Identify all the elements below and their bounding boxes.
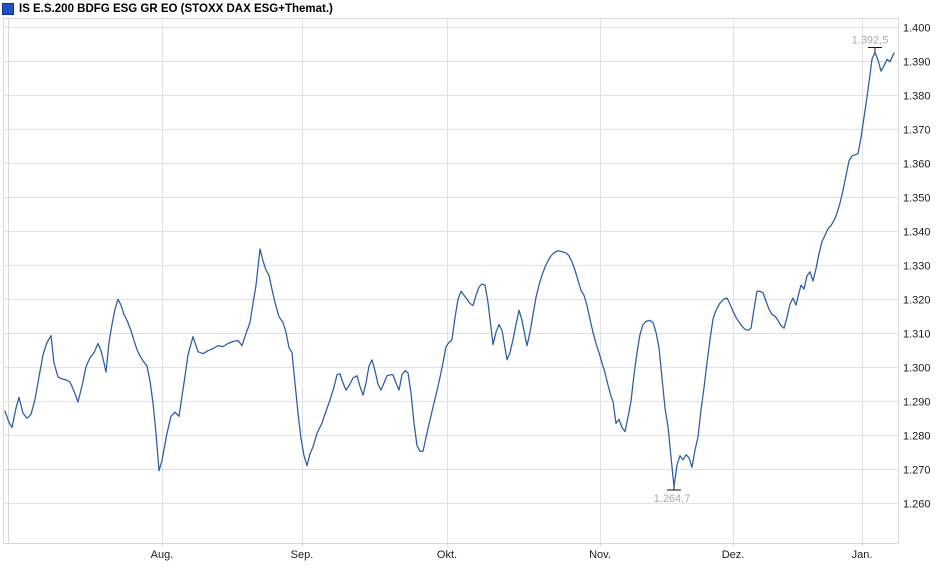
x-tick-label: Dez. — [722, 549, 745, 561]
y-tick-label: 1.310 — [903, 329, 931, 341]
x-tick-label: Okt. — [437, 549, 457, 561]
high-value-label: 1.392,5 — [852, 35, 889, 47]
x-tick-label: Jan. — [852, 549, 873, 561]
y-tick-label: 1.360 — [903, 159, 931, 171]
y-tick-label: 1.400 — [903, 23, 931, 35]
x-tick-label: Aug. — [151, 549, 174, 561]
chart-header: IS E.S.200 BDFG ESG GR EO (STOXX DAX ESG… — [2, 2, 333, 15]
price-line — [4, 51, 895, 488]
x-tick-label: Sep. — [291, 549, 314, 561]
y-tick-label: 1.330 — [903, 261, 931, 273]
series-legend-swatch — [2, 2, 14, 15]
y-tick-label: 1.380 — [903, 91, 931, 103]
y-tick-label: 1.300 — [903, 363, 931, 375]
low-value-label: 1.264,7 — [654, 493, 691, 505]
x-tick-label: Nov. — [589, 549, 611, 561]
y-tick-label: 1.370 — [903, 125, 931, 137]
y-tick-label: 1.320 — [903, 295, 931, 307]
y-tick-label: 1.350 — [903, 193, 931, 205]
y-tick-label: 1.340 — [903, 227, 931, 239]
y-tick-label: 1.280 — [903, 431, 931, 443]
y-tick-label: 1.390 — [903, 57, 931, 69]
y-tick-label: 1.290 — [903, 397, 931, 409]
y-tick-label: 1.260 — [903, 499, 931, 511]
chart-title: IS E.S.200 BDFG ESG GR EO (STOXX DAX ESG… — [19, 2, 333, 15]
y-tick-label: 1.270 — [903, 465, 931, 477]
